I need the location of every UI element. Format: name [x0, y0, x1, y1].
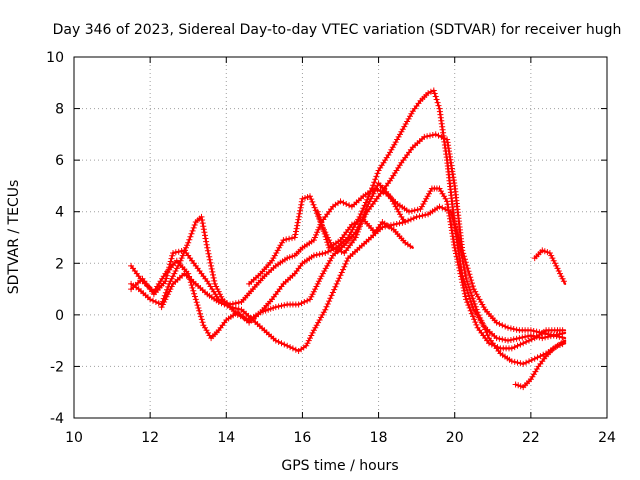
y-tick-label: -2	[50, 359, 64, 375]
y-tick-label: 6	[55, 153, 64, 169]
y-tick-label: 4	[55, 205, 64, 221]
grid	[74, 57, 607, 418]
x-tick-label: 24	[598, 430, 616, 446]
x-tick-label: 22	[522, 430, 540, 446]
series-markers-track-2	[128, 131, 566, 341]
series-markers-track-4	[158, 203, 566, 367]
y-tick-label: 8	[55, 102, 64, 118]
x-axis-label: GPS time / hours	[281, 458, 398, 474]
x-tick-label: 18	[370, 430, 388, 446]
y-tick-label: 0	[55, 308, 64, 324]
series-markers-track-7	[512, 338, 567, 391]
series-layer	[128, 87, 567, 391]
x-tick-label: 10	[65, 430, 83, 446]
series-markers-track-3	[128, 185, 566, 352]
x-tick-label: 20	[446, 430, 464, 446]
series-markers-track-6	[314, 208, 414, 251]
y-axis-label: SDTVAR / TECUs	[6, 180, 22, 295]
plot-frame	[73, 56, 608, 419]
series-markers-track-8	[531, 247, 567, 285]
x-tick-label: 12	[141, 430, 159, 446]
x-tick-label: 14	[217, 430, 235, 446]
series-markers-track-1	[128, 87, 566, 344]
y-tick-label: 10	[46, 50, 64, 66]
y-tick-label: -4	[50, 411, 64, 427]
chart-title: Day 346 of 2023, Sidereal Day-to-day VTE…	[53, 22, 622, 38]
y-tick-label: 2	[55, 256, 64, 272]
x-tick-label: 16	[294, 430, 312, 446]
